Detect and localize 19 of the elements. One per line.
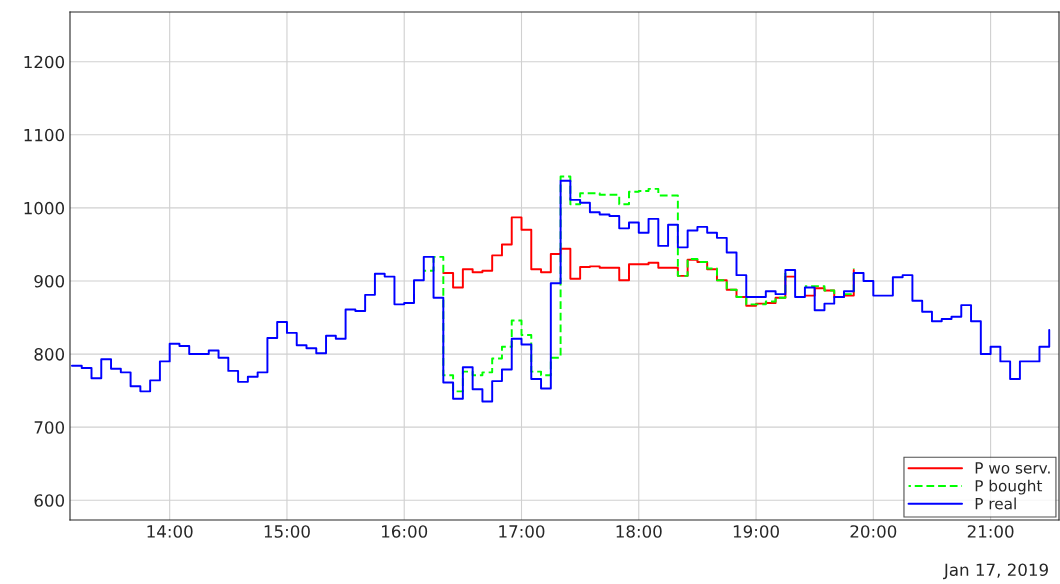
y-tick-label: 600 bbox=[34, 494, 65, 507]
x-tick-label: 20:00 bbox=[850, 525, 897, 538]
x-tick-label: 17:00 bbox=[499, 525, 545, 538]
y-tick-label: 1100 bbox=[24, 128, 65, 142]
y-tick-label: 800 bbox=[34, 348, 65, 361]
legend-label: P bought bbox=[975, 479, 1043, 495]
y-tick-label: 1200 bbox=[24, 55, 65, 69]
x-tick-label: 15:00 bbox=[264, 525, 310, 538]
x-tick-label: 21:00 bbox=[967, 525, 1014, 538]
x-tick-label: 16:00 bbox=[382, 525, 428, 538]
x-tick-label: 19:00 bbox=[733, 525, 779, 538]
legend-label: P real bbox=[975, 497, 1016, 510]
y-tick-label: 700 bbox=[34, 421, 65, 434]
y-tick-label: 900 bbox=[34, 274, 65, 288]
x-tick-label: 18:00 bbox=[616, 525, 662, 538]
legend-label: P wo serv. bbox=[975, 462, 1050, 474]
text: Jan 17, 2019 bbox=[943, 563, 1048, 580]
x-tick-label: 14:00 bbox=[147, 525, 193, 538]
y-tick-label: 1000 bbox=[24, 201, 65, 215]
